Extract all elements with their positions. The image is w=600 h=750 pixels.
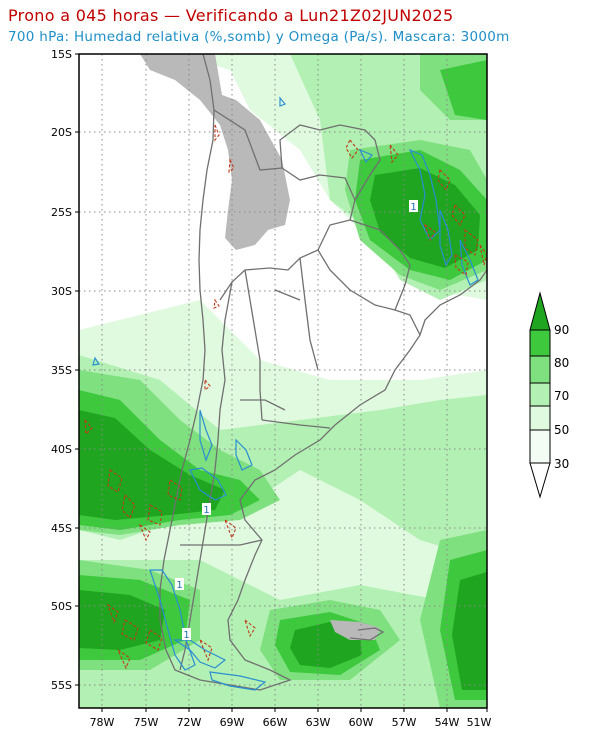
lat-label: 45S: [51, 522, 72, 535]
lon-label: 57W: [392, 716, 417, 729]
lon-labels: 78W 75W 72W 69W 66W 63W 60W 57W 54W 51W: [90, 716, 492, 729]
lon-label: 75W: [134, 716, 159, 729]
lon-label: 66W: [263, 716, 288, 729]
colorbar-bin-50: [529, 405, 551, 431]
contour-label-1: 1: [410, 202, 416, 213]
lon-label: 60W: [349, 716, 374, 729]
colorbar-bottom-arrow: [529, 462, 551, 499]
lon-label: 63W: [306, 716, 331, 729]
omega-negative-contours: [84, 124, 487, 670]
lon-label: 54W: [435, 716, 460, 729]
contour-label-2: 1: [203, 505, 209, 516]
lat-labels: 15S 20S 25S 30S 35S 40S 45S 50S 55S: [51, 48, 72, 692]
lon-label: 69W: [220, 716, 245, 729]
lon-label: 51W: [467, 716, 492, 729]
contour-labels: 1 1 1 1: [175, 200, 418, 641]
lat-label: 40S: [51, 443, 72, 456]
colorbar-bin-90: [529, 329, 551, 357]
terrain-mask: [140, 54, 380, 640]
colorbar-bin-80: [529, 355, 551, 384]
colorbar-label: 70: [554, 389, 569, 403]
lat-label: 15S: [51, 48, 72, 61]
colorbar-label: 50: [554, 423, 569, 437]
lat-label: 35S: [51, 364, 72, 377]
lat-ticks: [75, 53, 79, 686]
colorbar: 90 80 70 50 30: [529, 291, 569, 499]
colorbar-top-arrow: [529, 291, 551, 331]
colorbar-label: 80: [554, 356, 569, 370]
lat-label: 50S: [51, 600, 72, 613]
map-title: Prono a 045 horas — Verificando a Lun21Z…: [8, 6, 454, 25]
omega-positive-contours: [92, 96, 479, 691]
colorbar-bin-70: [529, 382, 551, 407]
coastline-borders: [159, 54, 487, 691]
lat-label: 30S: [51, 285, 72, 298]
colorbar-label: 90: [554, 323, 569, 337]
contour-label-3: 1: [176, 580, 182, 591]
map-frame: [78, 53, 488, 709]
graticule: [79, 54, 487, 708]
contour-label-4: 1: [183, 630, 189, 641]
plot-area: 1 1 1 1: [79, 54, 487, 708]
map-subtitle: 700 hPa: Humedad relativa (%,somb) y Ome…: [8, 29, 510, 45]
lat-label: 25S: [51, 206, 72, 219]
colorbar-label: 30: [554, 457, 569, 471]
colorbar-labels: 90 80 70 50 30: [554, 323, 569, 471]
lon-label: 72W: [177, 716, 202, 729]
lat-label: 55S: [51, 679, 72, 692]
lon-label: 78W: [90, 716, 115, 729]
colorbar-bin-30: [529, 429, 551, 464]
lon-ticks: [101, 708, 488, 712]
lat-label: 20S: [51, 126, 72, 139]
